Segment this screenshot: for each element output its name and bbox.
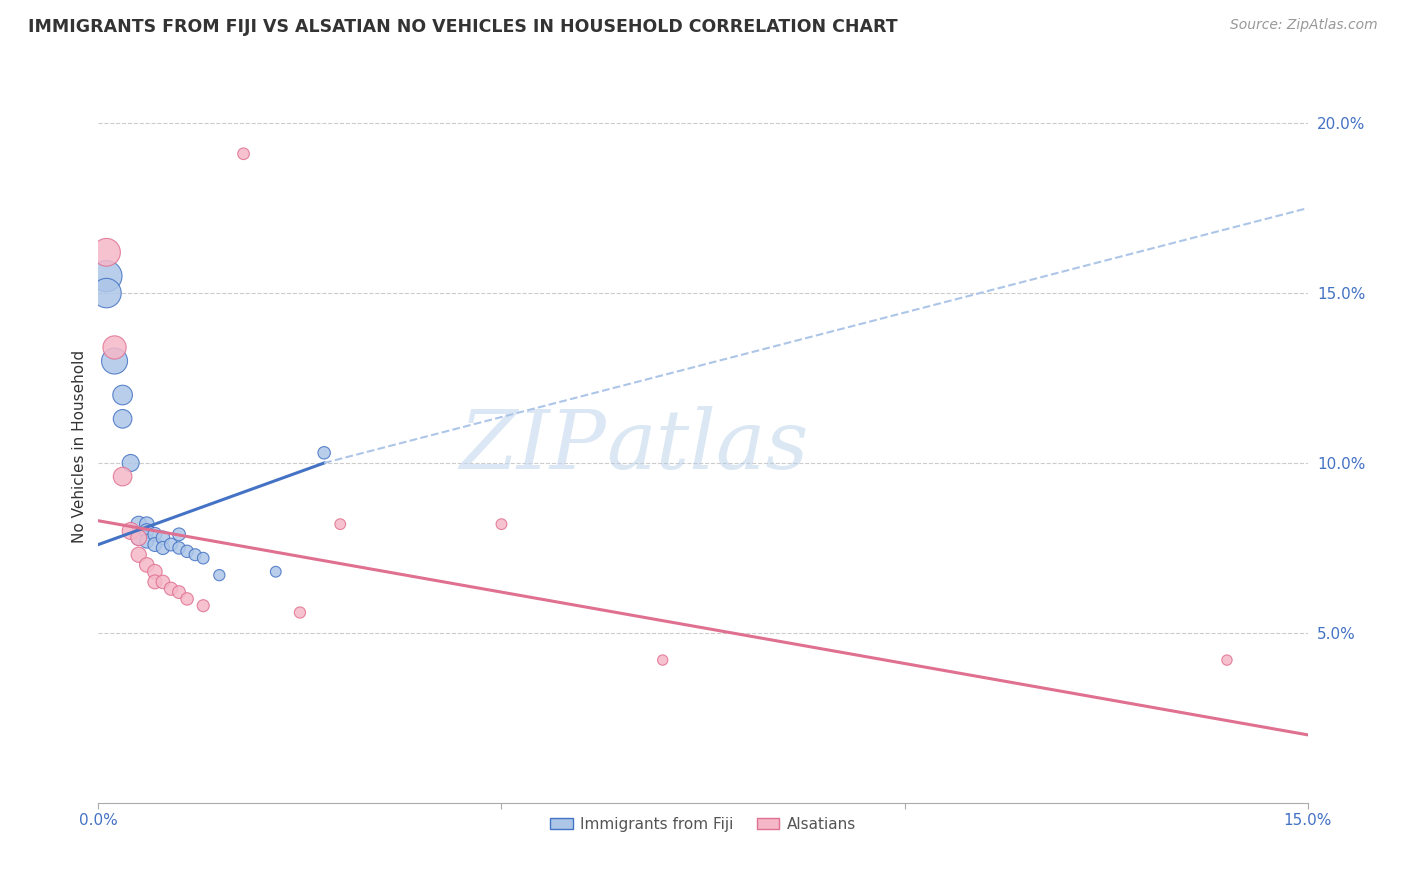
Point — [143, 565, 166, 579]
Point — [1216, 653, 1239, 667]
Point — [103, 341, 125, 355]
Point — [135, 524, 157, 538]
Point — [103, 354, 125, 368]
Text: ZIP: ZIP — [460, 406, 606, 486]
Point — [152, 531, 174, 545]
Point — [167, 541, 190, 555]
Point — [96, 245, 118, 260]
Point — [143, 574, 166, 589]
Text: atlas: atlas — [606, 406, 808, 486]
Point — [491, 517, 513, 532]
Point — [167, 585, 190, 599]
Legend: Immigrants from Fiji, Alsatians: Immigrants from Fiji, Alsatians — [544, 811, 862, 838]
Point — [193, 599, 215, 613]
Point — [135, 534, 157, 549]
Y-axis label: No Vehicles in Household: No Vehicles in Household — [72, 350, 87, 542]
Point — [208, 568, 231, 582]
Point — [128, 531, 150, 545]
Text: Source: ZipAtlas.com: Source: ZipAtlas.com — [1230, 18, 1378, 32]
Point — [152, 574, 174, 589]
Point — [176, 591, 198, 606]
Point — [135, 517, 157, 532]
Point — [111, 469, 134, 483]
Point — [329, 517, 352, 532]
Point — [160, 537, 183, 551]
Point — [96, 269, 118, 284]
Point — [128, 517, 150, 532]
Point — [143, 527, 166, 541]
Point — [264, 565, 287, 579]
Point — [184, 548, 207, 562]
Point — [96, 286, 118, 301]
Point — [128, 531, 150, 545]
Point — [288, 606, 311, 620]
Point — [111, 388, 134, 402]
Point — [143, 537, 166, 551]
Point — [160, 582, 183, 596]
Point — [152, 541, 174, 555]
Point — [193, 551, 215, 566]
Point — [111, 412, 134, 426]
Point — [135, 558, 157, 572]
Point — [651, 653, 673, 667]
Point — [232, 146, 254, 161]
Point — [176, 544, 198, 558]
Point — [128, 548, 150, 562]
Point — [120, 524, 142, 538]
Point — [314, 446, 336, 460]
Point — [167, 527, 190, 541]
Text: IMMIGRANTS FROM FIJI VS ALSATIAN NO VEHICLES IN HOUSEHOLD CORRELATION CHART: IMMIGRANTS FROM FIJI VS ALSATIAN NO VEHI… — [28, 18, 898, 36]
Point — [120, 456, 142, 470]
